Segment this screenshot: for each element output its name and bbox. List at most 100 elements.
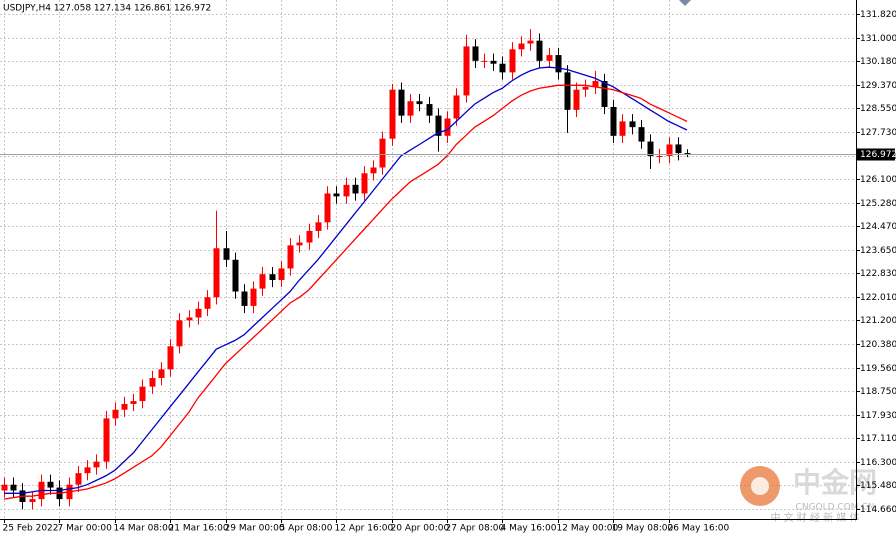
y-tick-label: 131.820 (860, 10, 896, 20)
candle-body (315, 222, 322, 231)
y-tick-label: 130.180 (860, 57, 896, 67)
moving-average-line (3, 84, 688, 500)
candle-body (453, 95, 460, 119)
candle-body (582, 86, 589, 90)
y-tick-label: 117.110 (860, 434, 896, 444)
candle-body (684, 153, 691, 155)
candle-body (139, 386, 146, 402)
candle-body (223, 248, 230, 260)
candle-body (149, 378, 156, 387)
candle-body (93, 461, 100, 468)
candle-body (47, 481, 54, 488)
x-tick-label: 12 May 00:00 (557, 524, 619, 534)
candle-body (324, 193, 331, 223)
candle-body (103, 418, 110, 462)
y-tick-label: 129.370 (860, 81, 896, 91)
candle-body (278, 268, 285, 280)
chart-title: USDJPY,H4 127.058 127.134 126.861 126.97… (3, 4, 211, 14)
candle-body (121, 403, 128, 410)
candle-body (75, 473, 82, 485)
candle-body (527, 40, 534, 44)
candle-body (130, 401, 137, 404)
candle-body (481, 60, 488, 62)
y-tick-label: 122.830 (860, 269, 896, 279)
x-tick-label: 20 Apr 00:00 (391, 524, 450, 534)
candle-body (619, 121, 626, 136)
candle-body (232, 259, 239, 292)
y-tick-label: 116.300 (860, 458, 896, 468)
y-tick-label: 118.750 (860, 387, 896, 397)
candle-body (158, 369, 165, 379)
shift-marker (679, 0, 691, 6)
candle-body (592, 81, 599, 87)
candle-body (416, 101, 423, 105)
candle-body (601, 81, 608, 107)
y-tick-label: 124.470 (860, 222, 896, 232)
candle-body (186, 317, 193, 321)
watermark-site: CNGOLD.COM.CN (796, 503, 875, 513)
candle-body (638, 127, 645, 142)
candle-body (426, 104, 433, 116)
candle-body (564, 72, 571, 110)
candle-body (241, 291, 248, 306)
candle-body (536, 40, 543, 61)
candle-body (176, 320, 183, 347)
candle-body (167, 346, 174, 370)
candle-body (509, 49, 516, 73)
candle-body (647, 141, 654, 156)
watermark-brand: 中金网 (793, 466, 877, 499)
candle-body (213, 248, 220, 298)
candle-body (370, 167, 377, 174)
x-tick-label: 14 Mar 08:00 (114, 524, 174, 534)
candle-body (666, 144, 673, 156)
x-tick-label: 26 May 16:00 (668, 524, 730, 534)
candle-body (296, 242, 303, 246)
y-tick-label: 119.560 (860, 364, 896, 374)
grid-layer (0, 0, 856, 519)
candle-body (675, 144, 682, 154)
candle-body (472, 46, 479, 61)
candle-body (407, 101, 414, 116)
candle-body (573, 89, 580, 110)
candle-body (10, 484, 17, 491)
candle-body (84, 467, 91, 474)
candle-body (435, 115, 442, 136)
x-tick-label: 12 Apr 16:00 (335, 524, 394, 534)
candle-body (204, 297, 211, 309)
watermark-slogan: 中 文 财 经 新 媒 体 (770, 511, 859, 524)
candle-body (306, 230, 313, 243)
candle-body (333, 193, 340, 197)
x-tick-label: 25 Feb 2022 (3, 524, 59, 534)
y-tick-label: 122.010 (860, 293, 896, 303)
candle-body (352, 184, 359, 194)
x-tick-label: 27 Apr 08:00 (446, 524, 505, 534)
candle-body (656, 155, 663, 157)
candle-body (379, 138, 386, 168)
y-tick-label: 125.280 (860, 199, 896, 209)
x-tick-label: 21 Mar 16:00 (169, 524, 229, 534)
x-tick-label: 5 Apr 08:00 (280, 524, 333, 534)
candle-body (389, 89, 396, 139)
candle-body (269, 274, 276, 280)
candle-body (398, 89, 405, 116)
watermark: 中金网 CNGOLD.COM.CN 中 文 财 经 新 媒 体 (740, 466, 877, 524)
watermark-logo-inner (751, 477, 769, 495)
y-tick-label: 115.480 (860, 481, 896, 491)
y-tick-label: 126.100 (860, 175, 896, 185)
y-tick-label: 127.730 (860, 128, 896, 138)
candle-body (610, 106, 617, 136)
candle-body (259, 274, 266, 289)
x-tick-label: 29 Mar 00:00 (225, 524, 285, 534)
candle-body (1, 484, 8, 491)
y-tick-label: 120.380 (860, 340, 896, 350)
y-tick-label: 123.650 (860, 246, 896, 256)
candle-body (444, 118, 451, 136)
last-price-box (857, 148, 895, 161)
x-tick-label: 4 May 16:00 (501, 524, 557, 534)
y-tick-label: 114.660 (860, 505, 896, 515)
candle-body (555, 55, 562, 73)
candle-body (287, 245, 294, 269)
y-tick-label: 117.930 (860, 411, 896, 421)
candle-body (546, 55, 553, 61)
